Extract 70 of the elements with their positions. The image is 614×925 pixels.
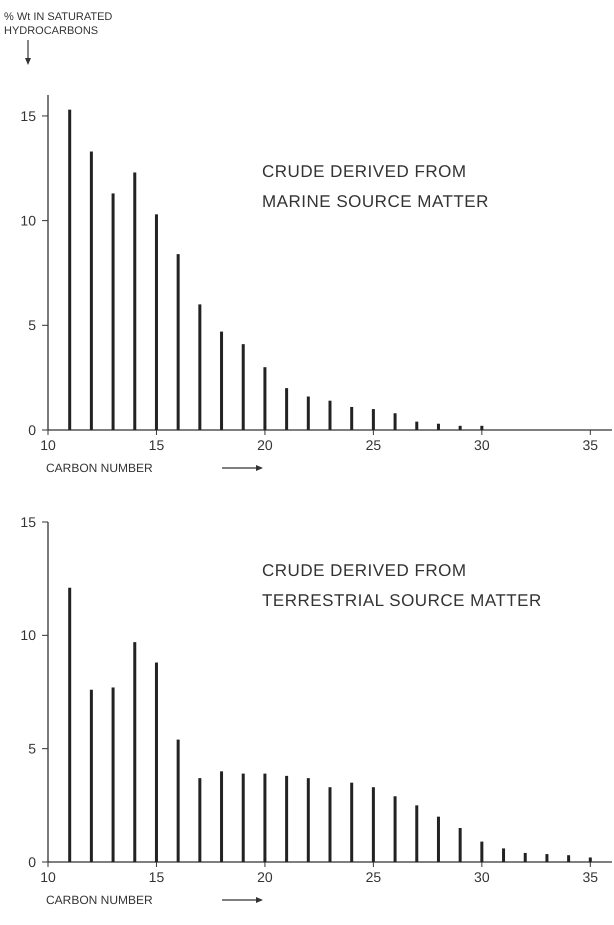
bar [68,588,72,862]
x-tick-label: 15 [148,437,164,453]
bar [350,406,354,430]
bar [133,642,136,862]
bar [436,816,440,862]
annotation: CRUDE DERIVED FROM TERRESTRIAL SOURCE MATTER [262,561,542,610]
bar [524,852,527,862]
bar [588,857,592,862]
y-tick-label: 0 [28,422,36,438]
bar [502,848,506,862]
bar [176,254,180,430]
x-axis-title: CARBON NUMBER [46,893,154,907]
x-tick-label: 10 [40,437,56,453]
annotation: CRUDE DERIVED FROM MARINE SOURCE MATTER [262,162,489,211]
bar [90,152,93,430]
bar [394,413,397,430]
bar [567,855,570,862]
bar [285,776,288,862]
y-axis-title: % Wt IN SATURATED HYDROCARBONS [4,11,112,37]
x-tick-label: 20 [257,437,273,453]
bar [176,740,180,862]
y-tick-label: 15 [20,108,36,124]
x-tick-label: 10 [40,869,56,885]
x-tick-label: 35 [582,437,598,453]
bar [328,400,332,430]
x-tick-label: 25 [366,869,382,885]
bar [458,828,462,862]
bar [220,771,224,862]
y-tick-label: 10 [20,212,36,229]
y-tick-label: 10 [20,627,36,644]
bar [436,424,440,430]
bar [285,388,288,430]
bar [198,304,202,430]
bar [306,778,310,862]
x-axis-title: CARBON NUMBER [46,461,154,475]
bar [480,842,484,862]
y-tick-label: 5 [28,317,36,334]
bar [480,426,484,430]
bar [306,396,310,430]
bar [68,110,72,430]
bar [112,193,115,430]
x-tick-label: 30 [474,869,490,885]
x-tick-label: 15 [148,869,164,885]
x-tick-label: 20 [257,869,273,885]
bar [394,796,397,862]
bar [263,367,266,430]
bar [112,687,115,862]
bar [545,854,548,862]
x-tick-label: 25 [366,437,382,453]
x-tick-label: 30 [474,437,490,453]
bar [372,409,375,430]
bar [198,778,202,862]
bar [90,690,93,862]
bar [220,332,224,430]
bar [328,787,332,862]
bar [458,426,462,430]
bar [242,344,245,430]
y-tick-label: 15 [20,514,36,530]
bar [242,774,245,862]
x-tick-label: 35 [582,869,598,885]
bar [154,662,158,862]
bar [263,774,266,862]
bar [350,782,354,862]
bar [372,787,375,862]
bar [154,214,158,430]
bar [133,172,136,430]
y-tick-label: 5 [28,740,36,757]
bar [415,805,418,862]
bar [415,422,418,430]
y-tick-label: 0 [28,854,36,870]
